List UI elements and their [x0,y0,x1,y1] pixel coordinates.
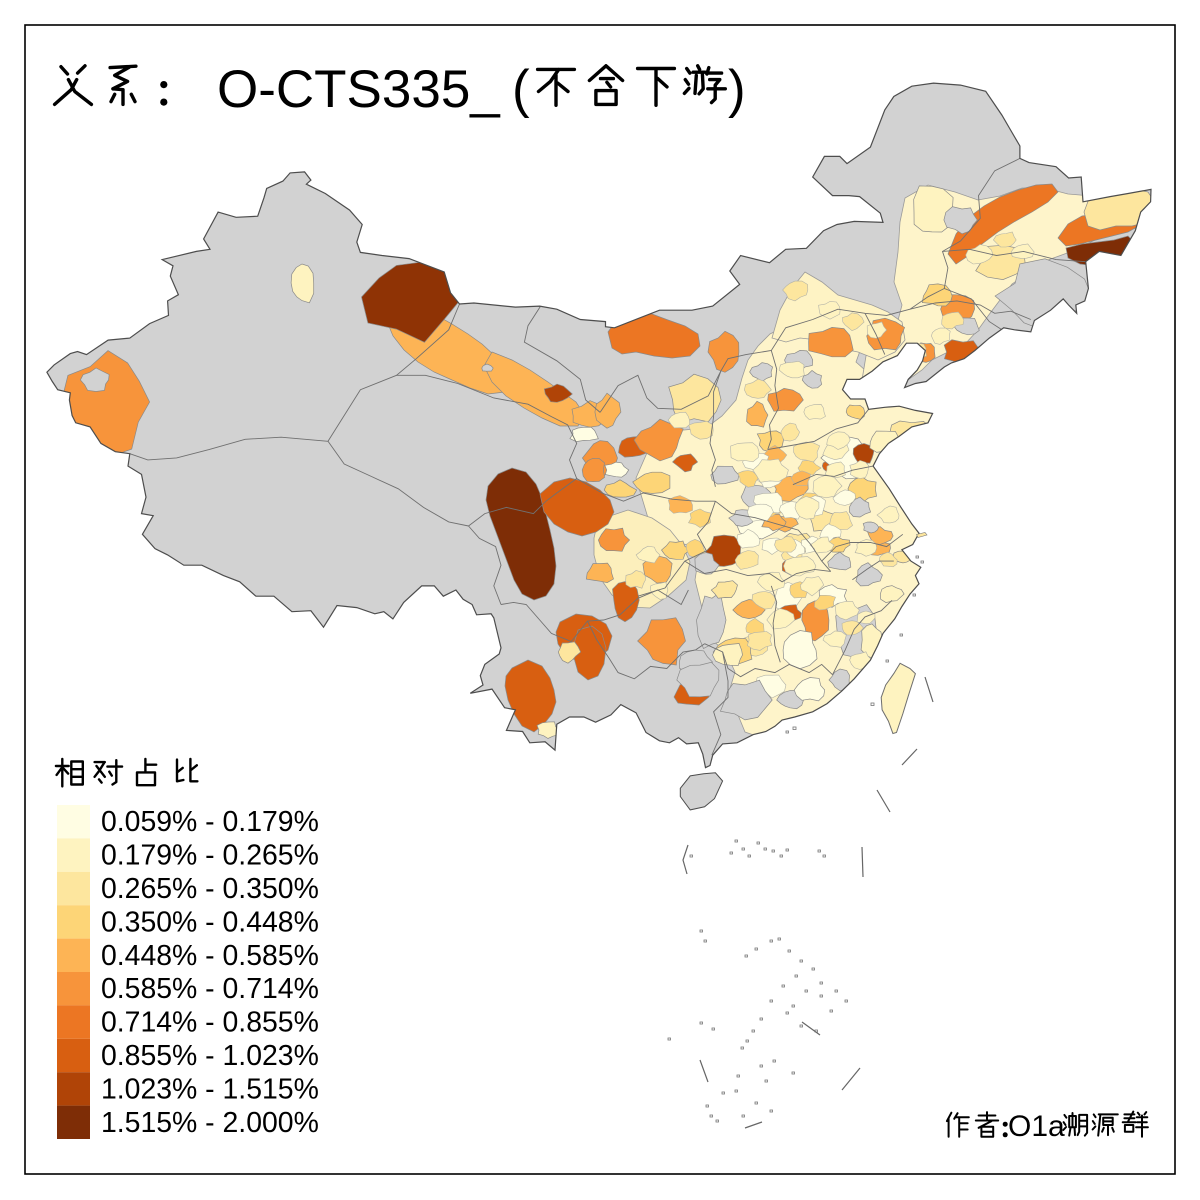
svg-text:0.350% - 0.448%: 0.350% - 0.448% [101,906,319,938]
svg-text:1.023% - 1.515%: 1.023% - 1.515% [101,1073,319,1105]
svg-text:0.265% - 0.350%: 0.265% - 0.350% [101,873,319,905]
svg-text:0.714% - 0.855%: 0.714% - 0.855% [101,1007,319,1039]
svg-text:0.855% - 1.023%: 0.855% - 1.023% [101,1040,319,1072]
svg-text:0.059% - 0.179%: 0.059% - 0.179% [101,806,319,838]
svg-text:0.585% - 0.714%: 0.585% - 0.714% [101,973,319,1005]
svg-text:0.448% - 0.585%: 0.448% - 0.585% [101,940,319,972]
svg-text:(: ( [512,60,530,119]
svg-text:0.179% - 0.265%: 0.179% - 0.265% [101,840,319,872]
svg-text:): ) [728,60,746,119]
svg-text:1.515% - 2.000%: 1.515% - 2.000% [101,1107,319,1139]
svg-text:O-CTS335_: O-CTS335_ [217,60,501,119]
svg-text:O1a: O1a [1008,1110,1065,1143]
